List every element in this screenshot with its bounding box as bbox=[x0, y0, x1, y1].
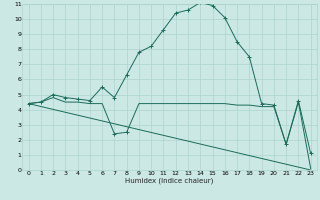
X-axis label: Humidex (Indice chaleur): Humidex (Indice chaleur) bbox=[125, 177, 214, 184]
